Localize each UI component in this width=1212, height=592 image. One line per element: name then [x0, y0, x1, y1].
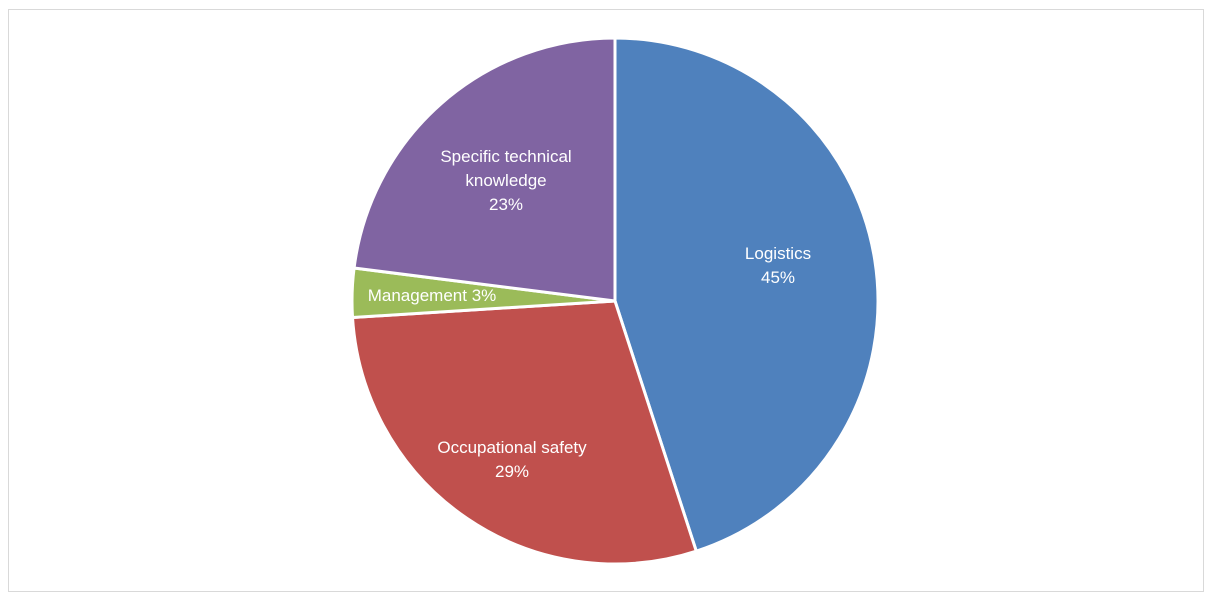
slice-label: Logistics 45%	[703, 242, 853, 290]
value-label: 23%	[488, 195, 524, 214]
value-label: 45%	[760, 268, 796, 287]
pie-slice	[351, 299, 698, 566]
category-label: Management	[367, 286, 467, 305]
pie-slice	[613, 36, 880, 553]
category-label: Specific technical knowledge	[440, 147, 572, 190]
slice-label: Specific technical knowledge 23%	[411, 145, 601, 217]
slice-label: Occupational safety 29%	[402, 436, 622, 484]
value-label: 3%	[471, 286, 497, 305]
category-label: Occupational safety	[437, 438, 587, 457]
category-label: Logistics	[744, 244, 812, 263]
pie-slice	[352, 36, 617, 303]
slice-label: Management 3%	[322, 284, 542, 308]
value-label: 29%	[494, 462, 530, 481]
